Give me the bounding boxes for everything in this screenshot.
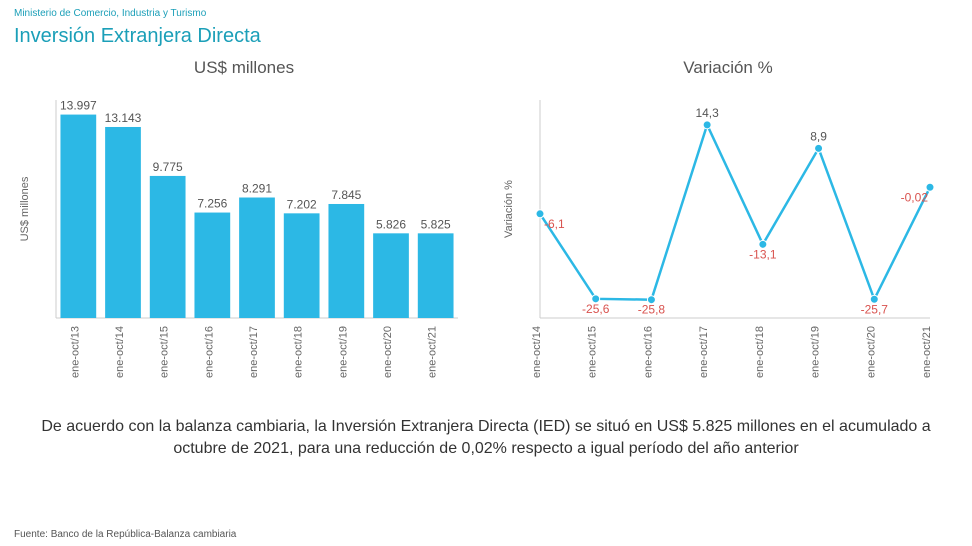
svg-text:ene-oct/19: ene-oct/19: [337, 326, 349, 378]
svg-text:Variación %: Variación %: [503, 180, 515, 238]
svg-text:13.143: 13.143: [105, 111, 142, 125]
svg-text:ene-oct/21: ene-oct/21: [427, 326, 439, 378]
bar: [328, 204, 364, 318]
line-chart-panel: Variación % Variación % -6,1 ene-oct/14 -25…: [498, 58, 958, 388]
source-label: Fuente: Banco de la República-Balanza ca…: [14, 529, 236, 540]
svg-text:-0,02: -0,02: [901, 190, 929, 204]
line-chart: Variación % -6,1 ene-oct/14 -25,6 ene-oct/15…: [498, 88, 948, 388]
charts-row: US$ millones US$ millones 13.997 ene-oct/1…: [14, 58, 958, 388]
svg-text:5.825: 5.825: [421, 217, 451, 231]
svg-text:ene-oct/15: ene-oct/15: [159, 326, 171, 378]
footer-description: De acuerdo con la balanza cambiaria, la …: [14, 416, 958, 459]
line-chart-title: Variación %: [498, 58, 958, 78]
svg-text:5.826: 5.826: [376, 217, 406, 231]
bar: [284, 213, 320, 318]
svg-text:ene-oct/18: ene-oct/18: [754, 326, 766, 378]
line-series: [540, 125, 930, 300]
svg-text:ene-oct/16: ene-oct/16: [642, 326, 654, 378]
bar: [105, 127, 141, 318]
svg-text:ene-oct/21: ene-oct/21: [921, 326, 933, 378]
svg-text:ene-oct/18: ene-oct/18: [293, 326, 305, 378]
line-marker: [703, 121, 711, 129]
svg-text:ene-oct/19: ene-oct/19: [810, 326, 822, 378]
bar-chart: US$ millones 13.997 ene-oct/13 13.143 ene-oc…: [14, 88, 464, 388]
svg-text:8.291: 8.291: [242, 182, 272, 196]
svg-text:ene-oct/17: ene-oct/17: [248, 326, 260, 378]
svg-text:8,9: 8,9: [810, 129, 827, 143]
svg-text:ene-oct/15: ene-oct/15: [587, 326, 599, 378]
svg-text:-13,1: -13,1: [749, 247, 777, 261]
ministry-label: Ministerio de Comercio, Industria y Turi…: [14, 8, 958, 19]
svg-text:ene-oct/14: ene-oct/14: [531, 326, 543, 378]
bar: [418, 233, 454, 318]
line-marker: [536, 210, 544, 218]
svg-text:-25,8: -25,8: [638, 303, 666, 317]
bar-chart-title: US$ millones: [14, 58, 474, 78]
svg-text:-25,6: -25,6: [582, 302, 610, 316]
bar: [60, 115, 96, 318]
svg-text:-25,7: -25,7: [861, 302, 889, 316]
svg-text:ene-oct/20: ene-oct/20: [382, 326, 394, 378]
svg-text:ene-oct/13: ene-oct/13: [69, 326, 81, 378]
svg-text:ene-oct/16: ene-oct/16: [203, 326, 215, 378]
svg-text:ene-oct/20: ene-oct/20: [865, 326, 877, 378]
svg-text:7.845: 7.845: [331, 188, 361, 202]
bar-chart-panel: US$ millones US$ millones 13.997 ene-oct/1…: [14, 58, 474, 388]
svg-text:7.202: 7.202: [287, 197, 317, 211]
svg-text:-6,1: -6,1: [544, 217, 565, 231]
svg-text:7.256: 7.256: [197, 197, 227, 211]
svg-text:ene-oct/17: ene-oct/17: [698, 326, 710, 378]
svg-text:13.997: 13.997: [60, 99, 97, 113]
svg-text:14,3: 14,3: [695, 106, 719, 120]
bar: [194, 213, 230, 318]
svg-text:ene-oct/14: ene-oct/14: [114, 326, 126, 378]
bar: [239, 198, 275, 318]
bar: [150, 176, 186, 318]
line-marker: [815, 144, 823, 152]
page-title: Inversión Extranjera Directa: [14, 25, 958, 48]
svg-text:US$ millones: US$ millones: [19, 176, 31, 241]
svg-text:9.775: 9.775: [153, 160, 183, 174]
bar: [373, 233, 409, 318]
